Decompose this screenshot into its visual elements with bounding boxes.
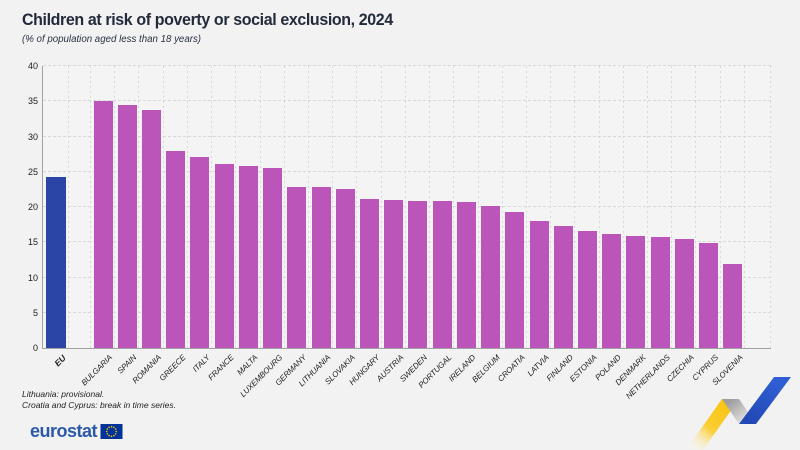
- bar-slot-slovenia: SLOVENIA: [710, 66, 746, 387]
- bar-portugal: [432, 201, 452, 348]
- bar-luxembourg: [263, 168, 283, 348]
- bar-slot-sweden: SWEDEN: [399, 66, 431, 384]
- bar-czechia: [674, 239, 694, 348]
- bar-slot-greece: GREECE: [157, 66, 189, 383]
- bar-france: [214, 164, 234, 348]
- bar-slot-germany: GERMANY: [274, 66, 310, 387]
- footnote-croatia-cyprus: Croatia and Cyprus: break in time series…: [22, 400, 177, 411]
- chart-subtitle: (% of population aged less than 18 years…: [22, 34, 202, 45]
- bar-greece: [166, 151, 186, 348]
- gridline-20: [43, 206, 771, 207]
- bar-italy: [190, 156, 210, 348]
- bar-slot-bulgaria: BULGARIA: [80, 66, 116, 387]
- gridline-35: [43, 100, 771, 102]
- bar-slot-hungary: HUNGARY: [347, 66, 382, 387]
- bar-hungary: [360, 198, 380, 348]
- bar-slot-denmark: DENMARK: [613, 66, 649, 387]
- eurostat-logo: eurostat: [30, 421, 123, 442]
- footnote-lithuania: Lithuania: provisional.: [22, 389, 105, 399]
- gridline-15: [43, 241, 771, 243]
- zigzag-gray-fold: [722, 399, 756, 424]
- gridline-40: [43, 65, 771, 66]
- y-tick-0: 0: [32, 343, 38, 353]
- bar-slot-poland: POLAND: [594, 66, 625, 382]
- bar-slovenia: [723, 264, 743, 348]
- x-label-eu: EU: [52, 353, 69, 369]
- gridline-10: [43, 276, 771, 278]
- y-tick-5: 5: [32, 307, 38, 318]
- bar-cyprus: [699, 242, 719, 348]
- plot-area: EU BULGARIA SPAIN ROMANIA GREECE ITALY FRANCE M…: [42, 65, 771, 401]
- y-tick-25: 25: [27, 166, 38, 177]
- bar-romania: [142, 109, 162, 348]
- eu-flag-icon: [100, 424, 123, 439]
- bar-croatia: [505, 211, 525, 348]
- bar-slot-croatia: CROATIA: [496, 66, 528, 384]
- bars-layer: EU BULGARIA SPAIN ROMANIA GREECE ITALY FRANCE M…: [43, 66, 771, 401]
- bar-spain: [117, 104, 137, 348]
- bar-slot-romania: ROMANIA: [131, 66, 164, 385]
- bar-slot-spain: SPAIN: [115, 66, 140, 376]
- y-tick-30: 30: [27, 131, 38, 142]
- right-padding-slot: [745, 66, 771, 348]
- bar-slot-portugal: PORTUGAL: [417, 66, 455, 390]
- bar-netherlands: [650, 236, 670, 348]
- bar-slot-austria: AUSTRIA: [375, 66, 407, 383]
- bar-slot-latvia: LATVIA: [525, 66, 552, 378]
- gridline-25: [43, 170, 771, 172]
- bar-slot-france: FRANCE: [206, 66, 237, 382]
- bar-belgium: [481, 205, 501, 348]
- bar-slot-italy: ITALY: [188, 66, 213, 374]
- bar-slot-ireland: IRELAND: [447, 66, 479, 383]
- bar-latvia: [529, 221, 549, 348]
- bar-malta: [238, 166, 258, 348]
- bar-slot-estonia: ESTONIA: [568, 66, 600, 384]
- chart-title: Children at risk of poverty or social ex…: [22, 10, 393, 29]
- bar-poland: [602, 233, 622, 348]
- gridline-5: [43, 311, 771, 313]
- x-label-italy: ITALY: [190, 353, 212, 374]
- bar-denmark: [626, 235, 646, 348]
- bar-austria: [384, 199, 404, 348]
- bar-slot-czechia: CZECHIA: [665, 66, 697, 384]
- bar-sweden: [408, 200, 428, 348]
- bar-bulgaria: [93, 101, 113, 348]
- bar-slot-eu: EU: [43, 66, 69, 368]
- y-tick-35: 35: [27, 96, 38, 107]
- zigzag-yellow-band: [686, 399, 739, 450]
- footnotes: Lithuania: provisional. Croatia and Cypr…: [22, 389, 176, 412]
- bar-germany: [287, 186, 307, 348]
- y-tick-10: 10: [27, 272, 38, 283]
- gridline-30: [43, 135, 771, 137]
- bar-slot-lithuania: LITHUANIA: [297, 66, 334, 388]
- bar-slot-cyprus: CYPRUS: [690, 66, 721, 383]
- eurostat-logo-text: eurostat: [30, 421, 98, 441]
- bar-lithuania: [311, 187, 331, 348]
- bar-ireland: [456, 202, 476, 348]
- bar-slot-finland: FINLAND: [545, 66, 576, 383]
- bar-slovakia: [335, 188, 355, 348]
- bar-slot-slovakia: SLOVAKIA: [323, 66, 358, 386]
- y-tick-15: 15: [27, 237, 38, 248]
- y-tick-40: 40: [27, 61, 38, 71]
- bar-slot-luxembourg: LUXEMBOURG: [238, 66, 285, 399]
- bar-slot-malta: MALTA: [236, 66, 261, 377]
- x-label-spain: SPAIN: [116, 353, 139, 376]
- bar-estonia: [577, 230, 597, 348]
- bar-eu: [46, 177, 66, 348]
- bar-slot-netherlands: NETHERLANDS: [624, 66, 673, 401]
- y-axis-labels: 0 5 10 15 20 25 30 35 40: [6, 61, 38, 353]
- bar-slot-belgium: BELGIUM: [471, 66, 503, 384]
- eu-separator-gap: [69, 66, 91, 348]
- y-tick-20: 20: [27, 202, 38, 212]
- x-label-bulgaria: BULGARIA: [80, 353, 115, 388]
- bar-finland: [553, 226, 573, 348]
- zigzag-blue-band: [739, 377, 791, 424]
